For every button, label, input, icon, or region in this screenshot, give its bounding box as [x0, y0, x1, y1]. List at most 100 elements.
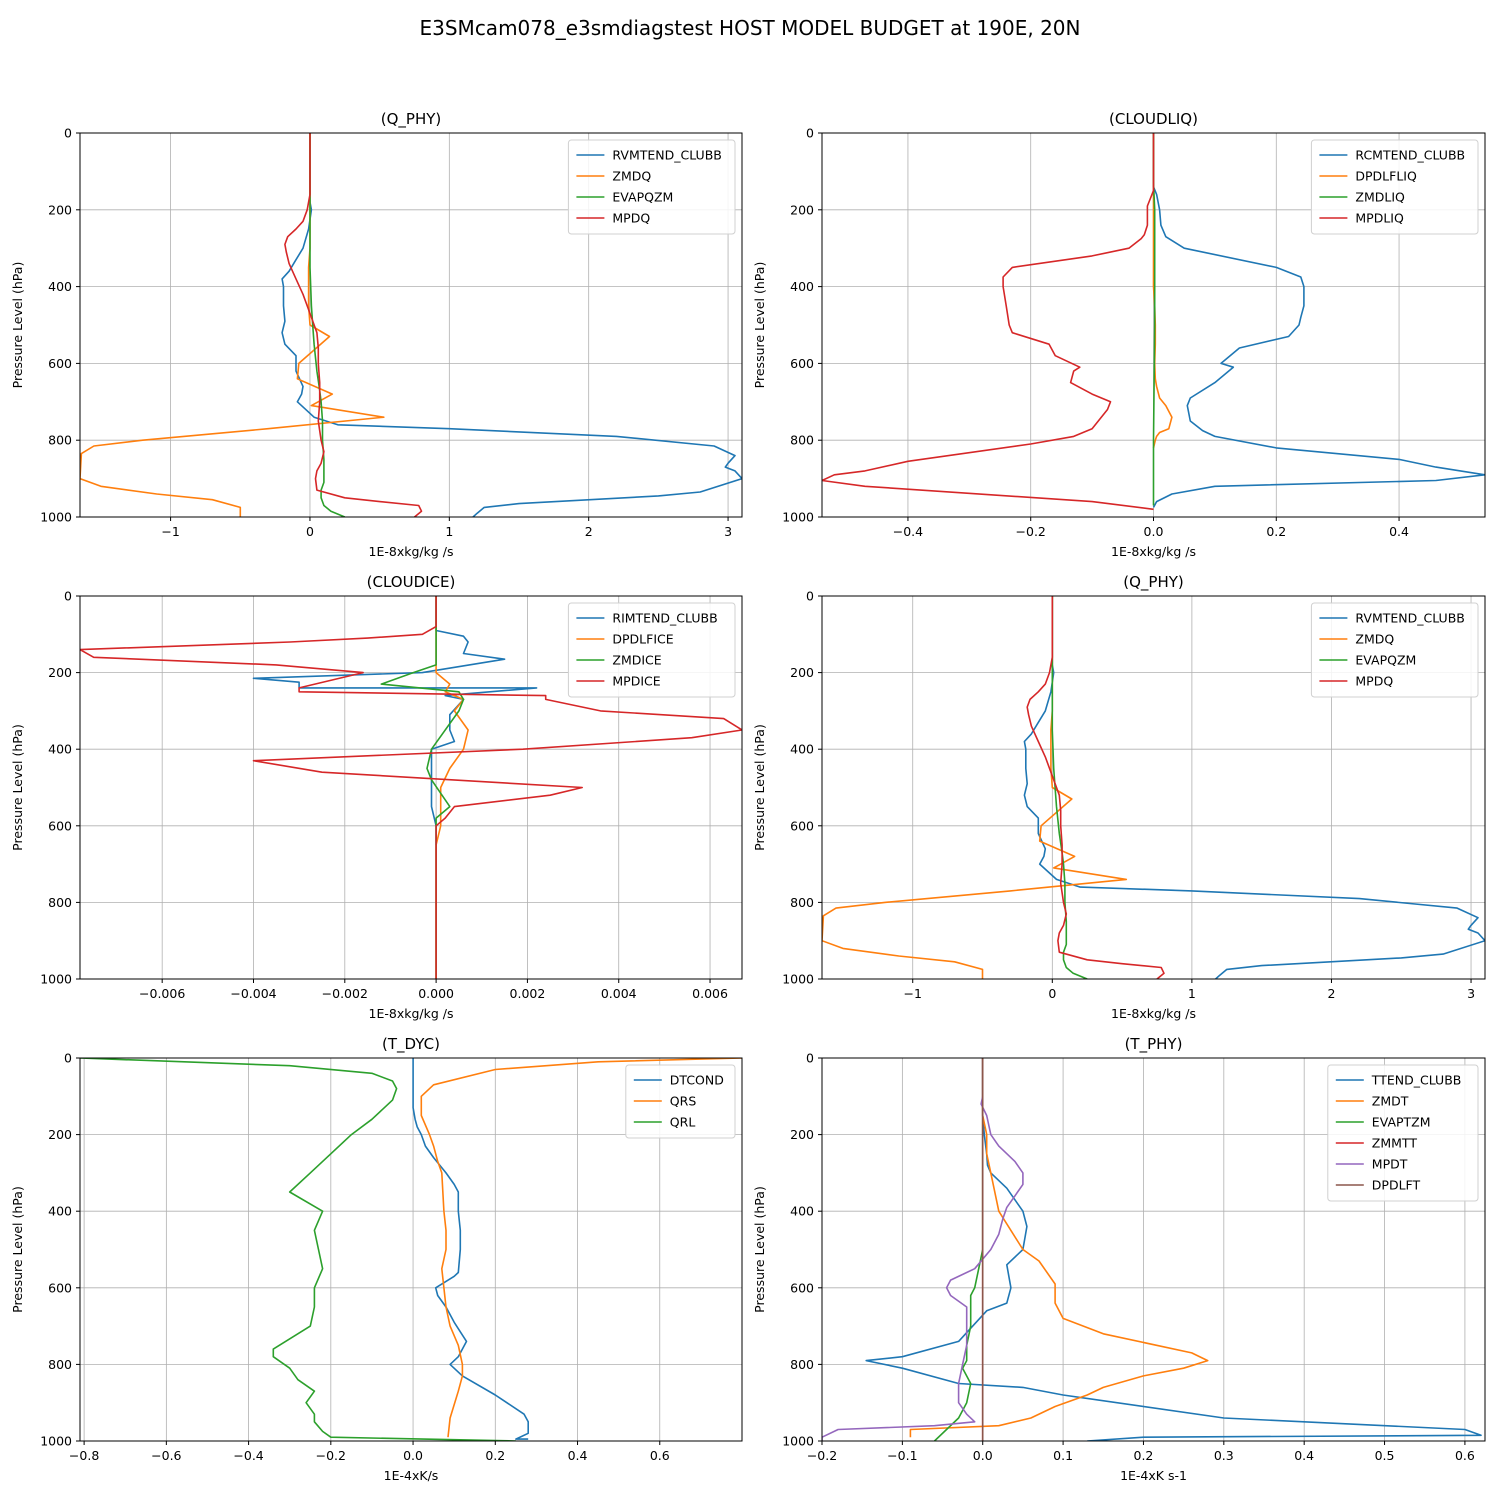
y-tick-label: 1000	[40, 510, 72, 525]
x-tick-label: 0.4	[1389, 524, 1409, 539]
legend-box	[1327, 1064, 1479, 1202]
y-tick-label: 0	[64, 1051, 72, 1066]
series-group	[822, 596, 1485, 979]
x-tick-label: −1	[161, 524, 179, 539]
chart-title: (T_PHY)	[1125, 1035, 1183, 1054]
legend-label: RCMTEND_CLUBB	[1355, 148, 1465, 163]
y-tick-label: 800	[790, 433, 814, 448]
chart-panel: −1 0 1 2 3 0 200 400 600 800 1000 (Q_PHY) 1E-8xkg/kg…	[752, 573, 1486, 1021]
y-tick-label: 800	[48, 895, 72, 910]
y-tick-label: 400	[48, 1204, 72, 1219]
legend-box	[567, 139, 736, 235]
y-axis-label: Pressure Level (hPa)	[10, 262, 25, 389]
x-tick-label: 0.0	[1144, 524, 1164, 539]
x-axis-label: 1E-8xkg/kg /s	[369, 544, 454, 559]
y-tick-label: 400	[790, 742, 814, 757]
y-tick-label: 0	[806, 126, 814, 141]
y-tick-label: 800	[48, 1357, 72, 1372]
x-axis-label: 1E-8xkg/kg /s	[1111, 544, 1196, 559]
legend-label: RVMTEND_CLUBB	[612, 148, 721, 163]
x-tick-label: 0.6	[1455, 1448, 1475, 1463]
x-tick-label: 0.004	[601, 986, 637, 1001]
y-axis-label: Pressure Level (hPa)	[752, 1186, 767, 1313]
axes-frame	[821, 595, 1486, 980]
y-tick-label: 1000	[40, 1434, 72, 1449]
x-tick-label: 0.6	[650, 1448, 670, 1463]
series-line-dtcond	[412, 1058, 530, 1440]
series-group	[80, 596, 742, 979]
y-tick-label: 1000	[40, 972, 72, 987]
legend-label: DPDLFT	[1372, 1178, 1421, 1193]
series-line-rcmtend_clubb	[1152, 133, 1485, 508]
series-line-mpdliq	[822, 133, 1155, 511]
chart-title: (T_DYC)	[382, 1035, 440, 1054]
legend: RVMTEND_CLUBB ZMDQ EVAPQZM MPDQ	[1310, 602, 1479, 698]
legend: DTCOND QRS QRL	[625, 1064, 736, 1139]
x-tick-label: −1	[904, 986, 922, 1001]
y-tick-label: 600	[48, 818, 72, 833]
x-tick-label: 0.1	[1053, 1448, 1073, 1463]
x-tick-label: 0	[306, 524, 314, 539]
chart-title: (Q_PHY)	[381, 110, 442, 129]
x-tick-label: 3	[724, 524, 732, 539]
x-tick-label: −0.002	[322, 986, 368, 1001]
series-line-qrl	[80, 1058, 516, 1441]
x-tick-label: 0.5	[1375, 1448, 1395, 1463]
y-tick-label: 600	[48, 356, 72, 371]
y-tick-label: 600	[48, 1280, 72, 1295]
legend-box	[567, 602, 736, 698]
legend-label: QRL	[670, 1115, 696, 1130]
legend-label: MPDQ	[1355, 674, 1393, 689]
legend: TTEND_CLUBB ZMDT EVAPTZM ZMMTT MPDT DPDLFT	[1327, 1064, 1479, 1202]
x-tick-label: 0.2	[485, 1448, 505, 1463]
series-line-evapqzm	[1051, 596, 1088, 979]
legend-label: MPDQ	[612, 211, 650, 226]
y-tick-label: 1000	[782, 972, 814, 987]
y-tick-label: 0	[806, 1051, 814, 1066]
x-tick-label: 0.4	[1294, 1448, 1314, 1463]
legend-label: ZMDLIQ	[1355, 190, 1405, 205]
x-tick-label: −0.8	[69, 1448, 99, 1463]
x-tick-label: −0.2	[316, 1448, 346, 1463]
x-tick-label: 3	[1467, 986, 1475, 1001]
figure-title: E3SMcam078_e3smdiagstest HOST MODEL BUDG…	[419, 16, 1081, 40]
series-line-ttend_clubb	[865, 1058, 1482, 1441]
series-line-rvmtend_clubb	[1023, 596, 1485, 979]
legend-label: QRS	[670, 1094, 697, 1109]
legend-label: DPDLFICE	[612, 632, 673, 647]
x-tick-label: 1	[445, 524, 453, 539]
chart-panel: −0.4 −0.2 0.0 0.2 0.4 0 200 400 600 800 1000 (CLOUD…	[752, 110, 1486, 559]
x-tick-label: 0.006	[692, 986, 728, 1001]
legend-label: RIMTEND_CLUBB	[612, 611, 717, 626]
legend-label: DPDLFLIQ	[1355, 169, 1417, 184]
y-tick-label: 1000	[782, 510, 814, 525]
x-tick-label: −0.2	[1016, 524, 1046, 539]
axes-frame	[79, 1057, 743, 1442]
series-line-rvmtend_clubb	[281, 133, 742, 517]
y-axis-label: Pressure Level (hPa)	[10, 1186, 25, 1313]
x-tick-label: 0.000	[418, 986, 454, 1001]
y-axis-label: Pressure Level (hPa)	[10, 724, 25, 851]
series-line-zmdq	[80, 133, 385, 517]
chart-title: (CLOUDICE)	[367, 573, 456, 591]
y-tick-label: 1000	[782, 1434, 814, 1449]
series-line-mpdq	[1026, 596, 1165, 979]
legend: RCMTEND_CLUBB DPDLFLIQ ZMDLIQ MPDLIQ	[1310, 139, 1479, 235]
chart-panel: −0.006 −0.004 −0.002 0.000 0.002 0.004 0.006 0 2…	[10, 573, 743, 1021]
y-tick-label: 0	[64, 126, 72, 141]
series-line-dpdlfliq	[1152, 133, 1173, 449]
x-tick-label: 0	[1048, 986, 1056, 1001]
legend-label: TTEND_CLUBB	[1371, 1073, 1462, 1088]
x-tick-label: 0.2	[1266, 524, 1286, 539]
y-tick-label: 200	[48, 1127, 72, 1142]
legend: RVMTEND_CLUBB ZMDQ EVAPQZM MPDQ	[567, 139, 736, 235]
series-line-mpdice	[80, 596, 742, 979]
y-tick-label: 400	[790, 1204, 814, 1219]
x-tick-label: 0.0	[403, 1448, 423, 1463]
legend-box	[1310, 602, 1479, 698]
chart-panel: −1 0 1 2 3 0 200 400 600 800 1000 (Q_PHY) 1E-8xkg/kg…	[10, 110, 743, 559]
series-group	[80, 1058, 742, 1441]
y-tick-label: 400	[48, 279, 72, 294]
series-line-rimtend_clubb	[252, 596, 538, 845]
